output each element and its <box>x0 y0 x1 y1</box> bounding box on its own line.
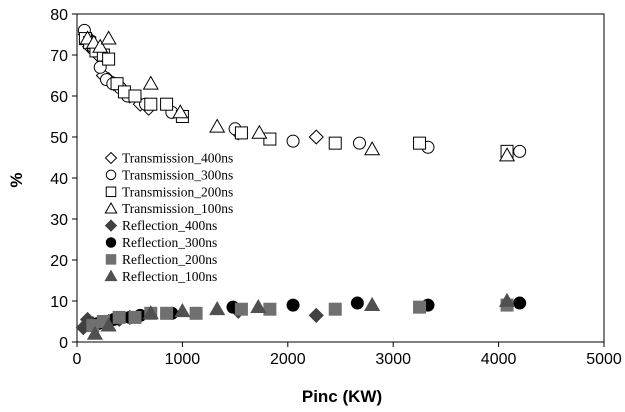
data-point <box>234 302 248 316</box>
data-point <box>144 97 158 111</box>
legend-marker <box>105 254 117 265</box>
data-point <box>498 147 516 162</box>
x-tick-label: 4000 <box>481 351 517 368</box>
data-point <box>128 310 142 324</box>
data-point <box>513 144 527 158</box>
x-tick-label: 3000 <box>375 351 411 368</box>
y-tick-label: 80 <box>50 7 68 24</box>
data-point <box>364 296 381 311</box>
data-point <box>308 307 324 323</box>
data-point <box>413 300 427 314</box>
data-point <box>251 124 268 139</box>
data-point <box>250 298 267 314</box>
data-point <box>308 129 324 145</box>
legend-marker <box>104 269 118 282</box>
x-tick-label: 2000 <box>270 351 306 368</box>
data-point <box>328 302 342 316</box>
data-point <box>263 302 277 316</box>
data-point <box>160 306 174 320</box>
data-point <box>128 89 142 103</box>
series-Transmission_100ns <box>79 30 516 162</box>
data-point <box>498 292 516 307</box>
legend-marker <box>104 151 118 165</box>
legend-label: Transmission_300ns <box>122 167 233 182</box>
data-point <box>86 325 103 340</box>
data-point <box>160 97 174 111</box>
data-point <box>92 38 109 53</box>
y-tick-label: 70 <box>50 48 68 65</box>
data-point <box>413 136 427 150</box>
data-point <box>189 306 203 320</box>
series-Reflection_100ns <box>86 292 516 340</box>
data-point <box>102 52 116 66</box>
y-tick-label: 10 <box>50 294 68 311</box>
y-tick-label: 60 <box>50 89 68 106</box>
legend-label: Transmission_200ns <box>122 184 233 199</box>
data-points <box>75 23 527 340</box>
y-tick-label: 20 <box>50 253 68 270</box>
y-tick-label: 40 <box>50 171 68 188</box>
data-point <box>513 296 527 310</box>
legend-label: Reflection_400ns <box>122 218 217 233</box>
legend-marker <box>104 219 118 232</box>
data-point <box>263 132 277 146</box>
data-point <box>286 298 300 312</box>
legend-label: Reflection_300ns <box>122 235 217 250</box>
legend-label: Transmission_400ns <box>122 151 233 166</box>
x-tick-label: 0 <box>73 351 82 368</box>
series-Transmission_300ns <box>77 23 527 158</box>
y-tick-label: 30 <box>50 212 68 229</box>
data-point <box>364 141 381 156</box>
data-point <box>234 126 248 140</box>
data-point <box>174 303 191 318</box>
x-tick-label: 1000 <box>165 351 201 368</box>
y-tick-label: 0 <box>59 335 68 352</box>
legend-label: Reflection_200ns <box>122 252 217 267</box>
data-point <box>350 296 364 310</box>
data-point <box>142 305 159 320</box>
legend-marker <box>105 237 117 248</box>
legend-marker <box>105 186 117 198</box>
data-point <box>100 317 117 332</box>
legend-marker <box>105 169 117 181</box>
y-tick-label: 50 <box>50 130 68 147</box>
data-point <box>112 310 126 324</box>
axes: 0 1000 2000 3000 4000 5000 0 10 20 30 40 50 60 70 80 <box>50 7 622 368</box>
data-point <box>172 104 189 119</box>
legend-label: Reflection_100ns <box>122 269 217 284</box>
data-point <box>328 136 342 150</box>
legend-label: Transmission_100ns <box>122 201 233 216</box>
x-tick-label: 5000 <box>586 351 622 368</box>
data-point <box>100 30 117 45</box>
data-point <box>209 118 226 133</box>
legend-marker <box>104 201 118 214</box>
data-point <box>209 300 226 316</box>
x-axis-title: Pinc (KW) <box>302 387 382 406</box>
y-axis-title: % <box>7 172 26 187</box>
data-point <box>352 136 366 150</box>
data-point <box>142 75 159 90</box>
data-point <box>286 134 300 148</box>
